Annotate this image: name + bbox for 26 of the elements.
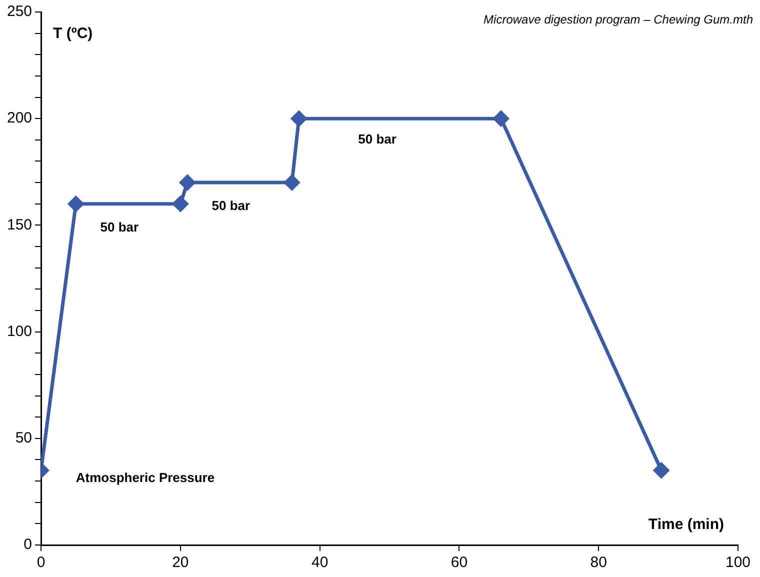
point [172,196,188,212]
point [68,196,84,212]
y-tick-label: 100 [6,322,32,340]
point [180,174,196,190]
chart-title: Microwave digestion program – Chewing Gum.mth [484,12,754,26]
x-tick-label: 80 [590,554,607,572]
annotation: Atmospheric Pressure [76,470,215,485]
x-tick-label: 60 [450,554,468,572]
x-tick-label: 40 [311,554,328,572]
y-tick-label: 0 [24,536,32,554]
y-tick-label: 50 [15,430,32,447]
x-tick-label: 100 [725,554,751,572]
y-axis-title: T (ºC) [53,25,93,42]
y-tick-label: 200 [6,110,32,127]
annotation: 50 bar [358,132,396,146]
x-axis-title: Time (min) [648,516,724,534]
point [291,110,307,126]
y-tick-label: 250 [6,3,32,20]
point [654,462,670,478]
x-tick-label: 0 [36,554,46,572]
point [493,110,509,126]
x-tick-label: 20 [172,554,189,572]
point [284,174,300,190]
annotation: 50 bar [100,219,139,234]
y-tick-label: 150 [6,216,32,234]
annotation: 50 bar [212,198,250,214]
